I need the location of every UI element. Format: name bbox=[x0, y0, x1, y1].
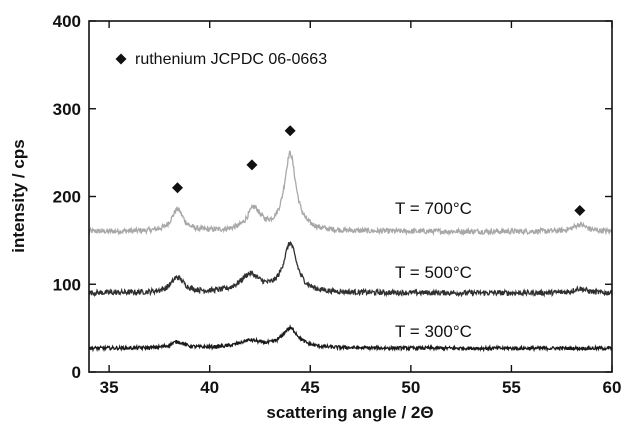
y-tick-label: 300 bbox=[53, 100, 81, 119]
y-tick-label: 100 bbox=[53, 275, 81, 294]
series-line-0 bbox=[89, 151, 612, 234]
reference-marker-layer bbox=[172, 125, 585, 216]
reference-marker-1 bbox=[246, 159, 257, 170]
series-label-700c: T = 700°C bbox=[395, 199, 472, 218]
plot-frame bbox=[89, 21, 612, 372]
series-label-500c: T = 500°C bbox=[395, 263, 472, 282]
x-tick-label: 40 bbox=[200, 378, 219, 397]
series-layer bbox=[89, 151, 612, 350]
y-axis-title: intensity / cps bbox=[9, 139, 28, 252]
x-tick-label: 50 bbox=[401, 378, 420, 397]
tick-layer: 35 40 45 50 55 60 0 100 200 300 400 bbox=[53, 12, 622, 397]
x-tick-label: 45 bbox=[301, 378, 320, 397]
series-label-300c: T = 300°C bbox=[395, 322, 472, 341]
x-tick-label: 35 bbox=[100, 378, 119, 397]
reference-marker-3 bbox=[574, 205, 585, 216]
series-line-2 bbox=[89, 327, 612, 350]
reference-marker-2 bbox=[285, 125, 296, 136]
y-tick-label: 200 bbox=[53, 188, 81, 207]
legend-diamond-icon bbox=[116, 54, 127, 65]
reference-marker-0 bbox=[172, 182, 183, 193]
y-tick-label: 0 bbox=[72, 363, 81, 382]
x-tick-label: 60 bbox=[603, 378, 622, 397]
x-tick-label: 55 bbox=[502, 378, 521, 397]
y-tick-label: 400 bbox=[53, 12, 81, 31]
series-line-1 bbox=[89, 242, 612, 295]
legend-label: ruthenium JCPDC 06-0663 bbox=[135, 51, 327, 68]
legend: ruthenium JCPDC 06-0663 bbox=[116, 51, 328, 68]
x-axis-title: scattering angle / 2Θ bbox=[266, 403, 433, 422]
